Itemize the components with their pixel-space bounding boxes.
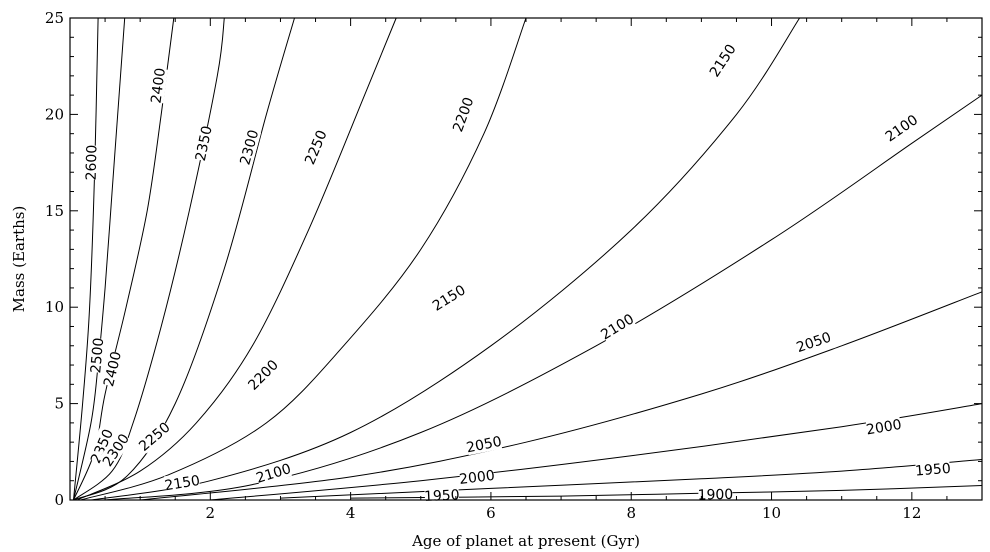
contour-label-group: 2300 [235,128,262,167]
y-tick-label: 15 [45,202,64,220]
contour-label-background [458,465,495,487]
contour-label-background [300,128,330,166]
contour-label-background [448,95,477,134]
contour-label-background [81,145,100,180]
contour-label-background [794,327,833,355]
contour-label-group: 2200 [244,356,282,394]
plot-frame [69,17,983,501]
contour-label-background [882,110,920,145]
contour-label-group: 2050 [465,431,503,457]
contour-label-background [86,337,107,374]
contour-label: 2600 [84,145,101,181]
contour-line-2600 [73,17,99,501]
contour-label-background [146,67,168,104]
contour-label-background [135,418,173,454]
contour-label: 2350 [193,124,216,162]
contour-label-group: 2050 [794,327,833,356]
contour-label-background [98,430,132,469]
contour-label-group: 2250 [135,418,174,455]
contour-label-background [254,459,293,486]
y-tick-label: 0 [54,491,64,509]
contour-label-group: 2100 [254,459,293,487]
contour-label-background [235,128,262,166]
contour-label: 1950 [915,461,952,480]
contour-label-background [424,485,460,504]
x-tick-label: 8 [626,504,636,522]
contour-line-2050 [140,291,983,501]
contour-label-group: 2400 [146,67,169,104]
x-tick-label: 6 [486,504,496,522]
y-axis-ticks: 0 5 10 15 20 25 [45,9,982,509]
y-tick-label: 25 [45,9,64,27]
y-tick-label: 10 [45,298,64,316]
contour-label-group: 2100 [882,110,921,145]
contour-label-background [597,309,636,343]
y-tick-label: 5 [54,395,64,413]
contour-label-group: 2600 [81,145,101,181]
contour-label-group: 2150 [705,41,740,80]
y-tick-label: 20 [45,105,64,123]
contour-label: 2000 [458,468,495,488]
contour-lines [73,17,983,501]
contour-line-2300 [73,17,295,501]
contour-line-2200 [80,17,527,501]
contour-label-background [163,470,201,494]
x-tick-label: 12 [902,504,921,522]
contour-label: 2500 [88,337,107,374]
contour-label-group: 1950 [915,458,952,480]
contour-label-group: 2200 [448,95,477,134]
contour-line-1950 [280,459,983,499]
contour-line-2100 [105,94,983,501]
contour-label-background [865,415,902,438]
contour-label-group: 2150 [163,470,201,494]
contour-label-background [705,41,739,80]
contour-label: 2050 [794,329,833,356]
contour-label: 2300 [237,128,262,167]
contour-label-background [465,431,503,456]
contour-line-2350 [73,17,225,501]
contour-line-2150 [90,17,801,501]
contour-label-background [429,281,468,314]
contour-label-background [86,426,116,465]
contour-label-group: 2150 [429,281,469,315]
contour-label-group: 2100 [597,309,637,343]
contour-line-2500 [73,17,126,501]
contour-label: 1900 [697,487,733,504]
contour-label: 1950 [424,487,460,505]
contour-label: 2050 [465,434,503,457]
contour-label-background [915,458,951,479]
x-axis-ticks: 2 4 6 8 10 12 [104,18,983,522]
contour-label: 2100 [254,461,293,487]
x-tick-label: 10 [762,504,781,522]
contour-line-1900 [350,485,983,499]
y-axis-label: Mass (Earths) [10,206,28,313]
contour-label-group: 2500 [86,337,107,374]
x-tick-label: 4 [346,504,356,522]
contour-label-group: 2350 [191,124,216,163]
contour-label-background [244,356,281,393]
contour-line-2000 [210,403,983,501]
x-tick-label: 2 [206,504,216,522]
contour-label: 2150 [163,473,201,494]
contour-line-2250 [76,17,397,501]
contour-label-background [191,124,215,162]
x-axis-label: Age of planet at present (Gyr) [411,532,640,550]
contour-label-group: 2000 [865,415,903,439]
contour-label: 2400 [148,67,169,104]
contour-label-group: 1950 [424,485,460,505]
contour-label: 2000 [865,417,903,439]
contour-label: 2200 [450,95,477,134]
contour-label-group: 1900 [697,484,733,504]
contour-label-background [698,484,733,503]
contour-label-group: 2000 [458,465,496,488]
contour-label-group: 2250 [300,128,331,167]
contour-label-background [99,350,124,388]
contour-labels: 2600250024002400235023502300230022502250… [81,41,952,505]
